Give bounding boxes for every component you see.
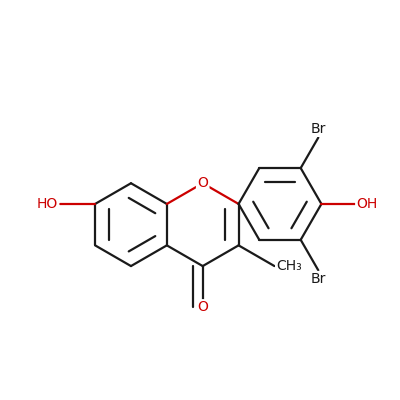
Text: HO: HO bbox=[37, 197, 58, 211]
Text: Br: Br bbox=[311, 272, 326, 286]
Text: CH₃: CH₃ bbox=[276, 259, 302, 273]
Text: OH: OH bbox=[356, 197, 378, 211]
Text: O: O bbox=[197, 300, 208, 314]
Text: O: O bbox=[197, 176, 208, 190]
Text: Br: Br bbox=[311, 122, 326, 136]
